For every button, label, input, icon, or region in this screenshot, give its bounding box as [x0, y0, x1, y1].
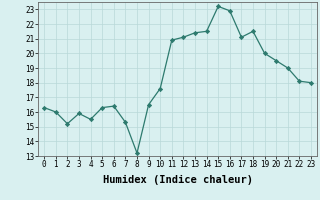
X-axis label: Humidex (Indice chaleur): Humidex (Indice chaleur): [103, 175, 252, 185]
